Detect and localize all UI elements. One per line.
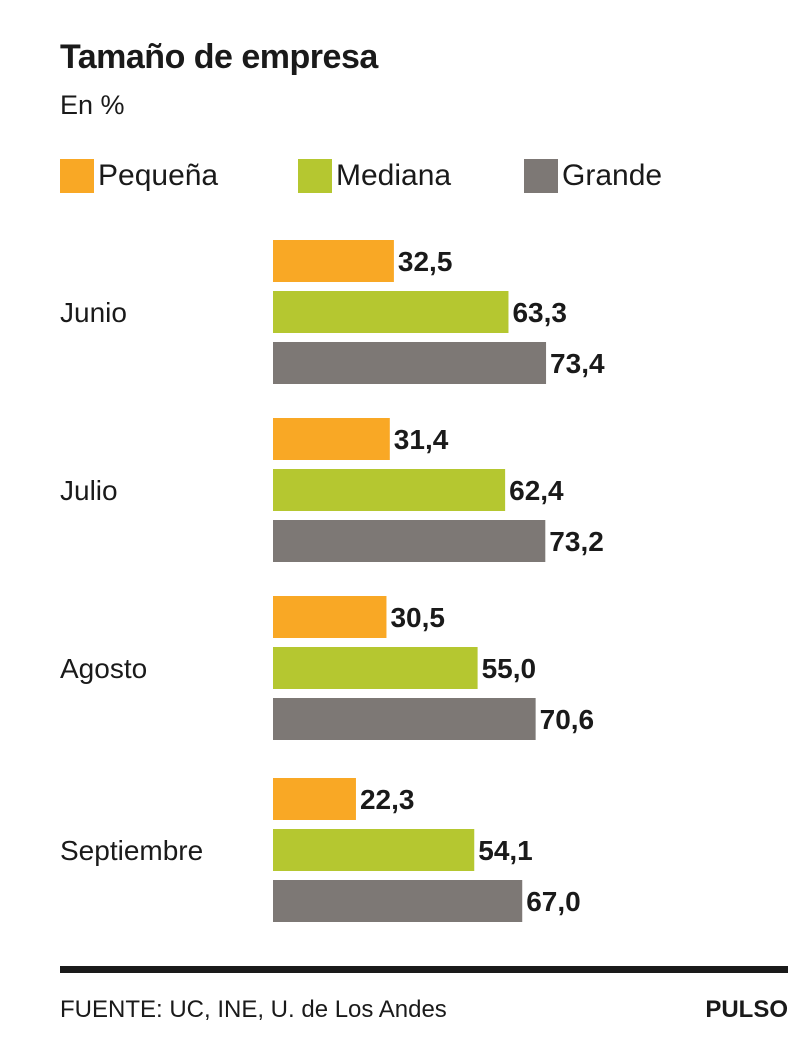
value-label-junio-mediana: 63,3 xyxy=(512,297,567,328)
bar-septiembre-mediana xyxy=(273,829,475,871)
chart-title: Tamaño de empresa xyxy=(60,38,378,76)
category-label-junio: Junio xyxy=(60,297,127,328)
legend-label-pequena: Pequeña xyxy=(98,159,219,192)
legend-swatch-pequena xyxy=(60,159,94,193)
value-label-septiembre-mediana: 54,1 xyxy=(478,835,533,866)
bar-julio-mediana xyxy=(273,469,506,511)
bar-junio-pequena xyxy=(273,240,394,282)
bar-chart: Junio 32,5 63,3 73,4 Julio 31,4 62,4 73,2 Agosto… xyxy=(60,240,605,922)
legend-item-mediana: Mediana xyxy=(298,159,524,193)
chart-subtitle: En % xyxy=(60,90,125,120)
source-note: FUENTE: UC, INE, U. de Los Andes xyxy=(60,996,447,1023)
legend-item-grande: Grande xyxy=(524,159,662,193)
legend: Pequeña Mediana Grande xyxy=(60,156,662,196)
bar-julio-pequena xyxy=(273,418,390,460)
bar-septiembre-grande xyxy=(273,880,523,922)
legend-swatch-mediana xyxy=(298,159,332,193)
bar-junio-grande xyxy=(273,342,547,384)
bar-junio-mediana xyxy=(273,291,509,333)
bar-septiembre-pequena xyxy=(273,778,356,820)
value-label-agosto-pequena: 30,5 xyxy=(390,602,445,633)
value-label-agosto-grande: 70,6 xyxy=(540,704,595,735)
legend-label-mediana: Mediana xyxy=(336,159,452,192)
footer-divider xyxy=(60,966,788,973)
value-label-julio-mediana: 62,4 xyxy=(509,475,564,506)
legend-label-grande: Grande xyxy=(562,159,663,192)
category-label-septiembre: Septiembre xyxy=(60,835,203,866)
value-label-junio-grande: 73,4 xyxy=(550,348,605,379)
bar-agosto-mediana xyxy=(273,647,478,689)
value-label-julio-grande: 73,2 xyxy=(549,526,604,557)
legend-item-pequena: Pequeña xyxy=(60,159,298,193)
brand-label: PULSO xyxy=(705,996,788,1023)
bar-agosto-grande xyxy=(273,698,536,740)
value-label-agosto-mediana: 55,0 xyxy=(482,653,536,684)
legend-swatch-grande xyxy=(524,159,558,193)
category-label-julio: Julio xyxy=(60,475,118,506)
value-label-junio-pequena: 32,5 xyxy=(398,246,453,277)
value-label-septiembre-grande: 67,0 xyxy=(526,886,581,917)
bar-julio-grande xyxy=(273,520,546,562)
value-label-septiembre-pequena: 22,3 xyxy=(360,784,415,815)
bar-agosto-pequena xyxy=(273,596,387,638)
value-label-julio-pequena: 31,4 xyxy=(394,424,449,455)
category-label-agosto: Agosto xyxy=(60,653,147,684)
